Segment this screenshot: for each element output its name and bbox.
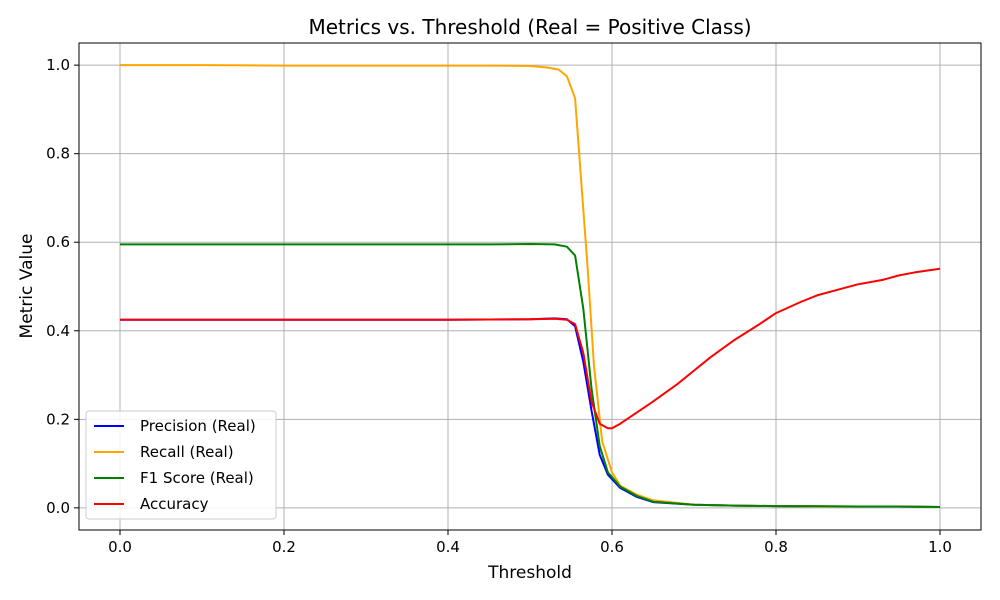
series-lines [120, 64, 941, 508]
plot-area-frame [78, 42, 982, 531]
x-tick-label: 0.0 [108, 538, 132, 556]
x-tick-label: 0.8 [764, 538, 788, 556]
legend-label: Accuracy [140, 495, 209, 513]
legend-label: F1 Score (Real) [140, 469, 254, 487]
y-tick-label: 0.2 [46, 410, 70, 428]
y-tick-label: 0.6 [46, 233, 70, 251]
x-tick-label: 0.2 [272, 538, 296, 556]
legend-label: Recall (Real) [140, 443, 234, 461]
y-tick-label: 0.0 [46, 499, 70, 517]
y-tick-label: 1.0 [46, 56, 70, 74]
series-line-accuracy [120, 267, 941, 430]
x-axis-title: Threshold [487, 563, 572, 583]
x-tick-label: 0.4 [436, 538, 460, 556]
chart-title: Metrics vs. Threshold (Real = Positive C… [308, 15, 751, 39]
y-axis-title: Metric Value [17, 234, 37, 339]
legend-box [85, 410, 277, 520]
x-axis-ticks: 0.0 0.2 0.4 0.6 0.8 1.0 [108, 530, 952, 556]
y-tick-label: 0.8 [46, 145, 70, 163]
legend-label: Precision (Real) [140, 417, 256, 435]
x-tick-label: 1.0 [928, 538, 952, 556]
legend: Precision (Real) Recall (Real) F1 Score (R… [85, 410, 277, 520]
y-tick-label: 0.4 [46, 322, 70, 340]
y-axis-ticks: 0.0 0.2 0.4 0.6 0.8 1.0 [46, 56, 79, 517]
x-tick-label: 0.6 [600, 538, 624, 556]
series-line-f1-score-real [120, 243, 941, 508]
